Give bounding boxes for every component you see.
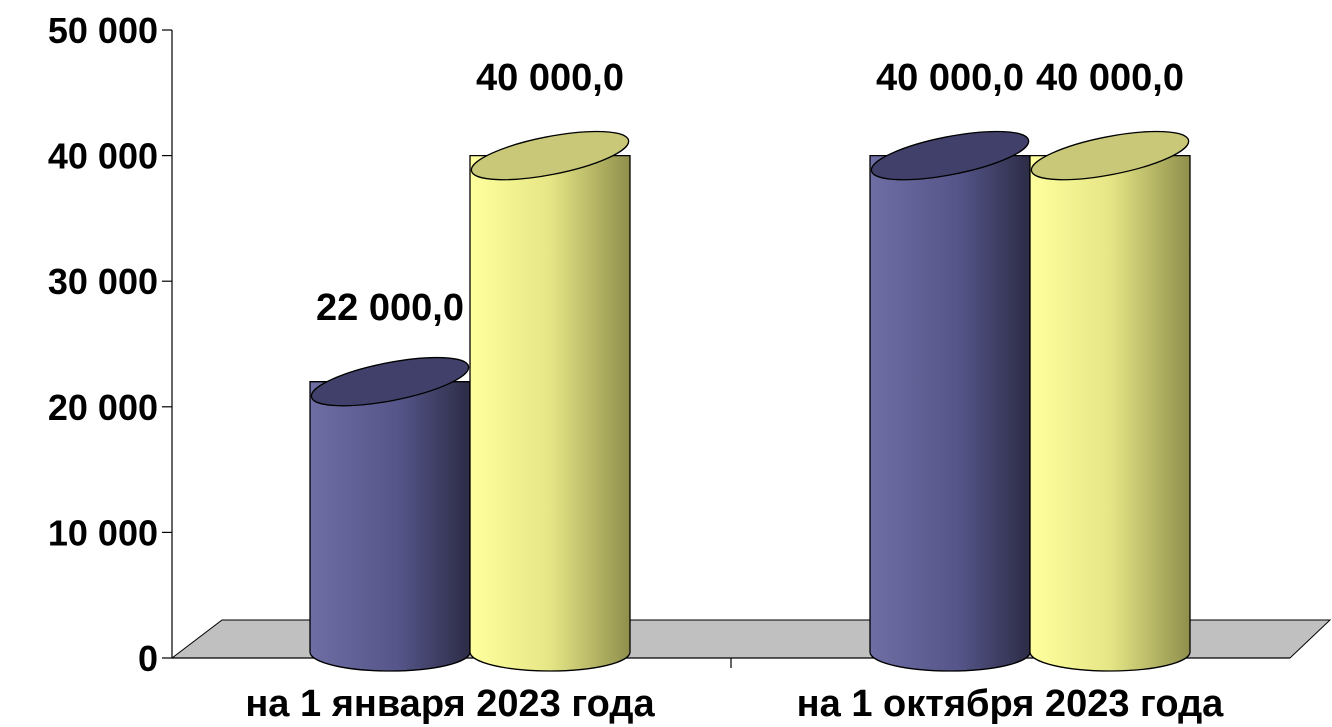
bar-top [470, 130, 630, 181]
bar-top [870, 130, 1030, 181]
bar [869, 130, 1031, 672]
y-tick-label: 40 000 [48, 136, 158, 177]
data-label: 40 000,0 [876, 57, 1024, 99]
bar [1029, 130, 1191, 672]
y-tick-label: 20 000 [48, 387, 158, 428]
x-tick-label: на 1 января 2023 года [245, 683, 655, 725]
y-tick-label: 30 000 [48, 261, 158, 302]
bar-top [1030, 130, 1190, 181]
bar-body [869, 154, 1031, 672]
y-tick-label: 50 000 [48, 10, 158, 51]
bar-top [310, 356, 470, 407]
bar-body [1029, 154, 1191, 672]
bar [309, 356, 471, 672]
data-label: 40 000,0 [476, 57, 624, 99]
bar [469, 130, 631, 672]
x-tick-label: на 1 октября 2023 года [797, 683, 1225, 725]
bar-body [469, 154, 631, 672]
y-tick-label: 0 [138, 638, 158, 679]
data-label: 40 000,0 [1036, 57, 1184, 99]
data-label: 22 000,0 [316, 287, 464, 329]
y-tick-label: 10 000 [48, 512, 158, 553]
bar-body [309, 381, 471, 672]
